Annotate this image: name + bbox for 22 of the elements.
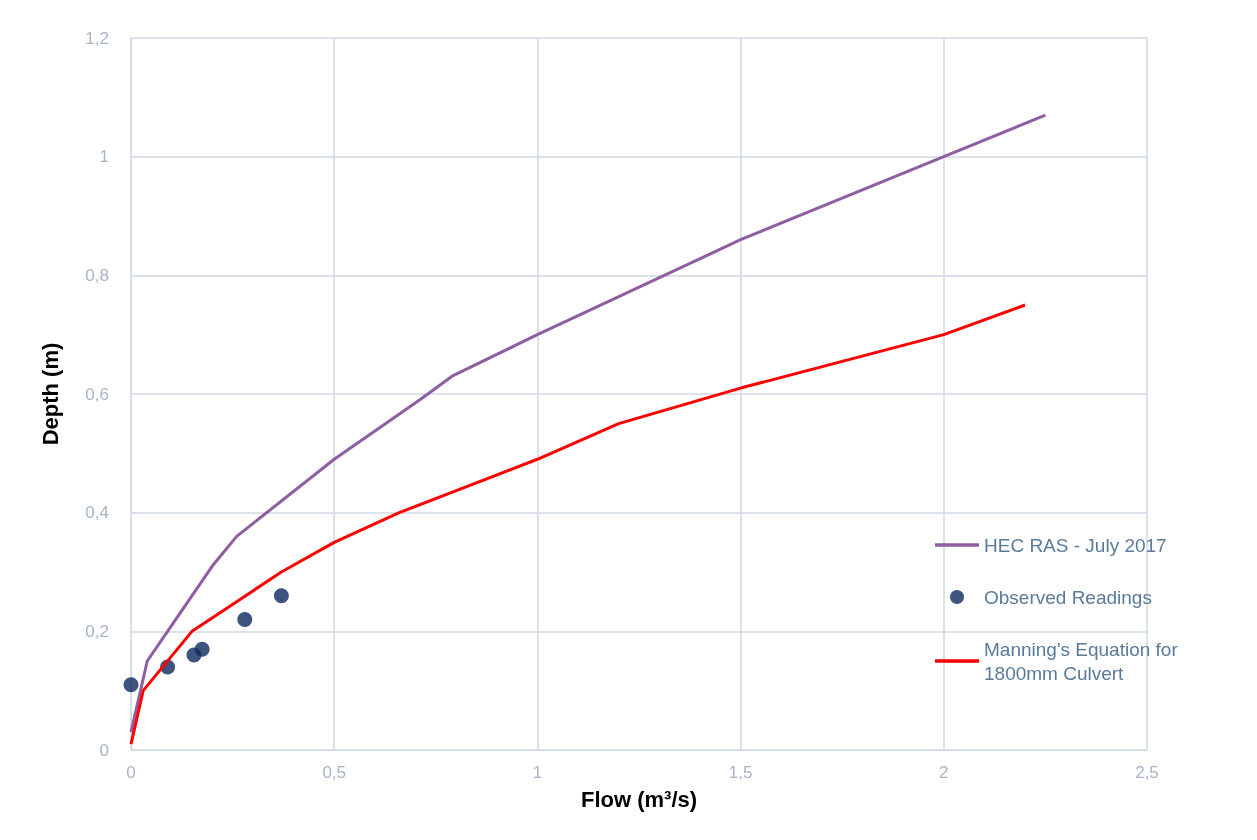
y-axis-title: Depth (m) [37,342,63,446]
y-tick-label: 0,8 [85,265,109,285]
y-tick-label: 0,4 [85,503,109,523]
legend-label: Observed Readings [984,586,1152,608]
x-tick-label: 1,5 [728,763,753,782]
y-tick-label: 1,2 [85,28,109,48]
point [123,677,139,693]
y-tick-label: 0 [99,740,109,760]
x-tick-label: 2,5 [1135,763,1159,782]
x-tick-label: 1 [532,763,543,782]
x-tick-label: 0 [126,763,136,782]
x-tick-label: 2 [939,763,949,782]
point [194,641,210,657]
y-tick-label: 0,6 [85,384,109,404]
y-tick-label: 1 [99,147,109,167]
point [273,588,289,604]
x-tick-label: 0,5 [322,763,347,782]
x-axis-title: Flow (m³/s) [580,786,698,812]
legend-label: HEC RAS - July 2017 [984,534,1167,556]
legend-label: Manning's Equation for 1800mm Culvert [984,638,1184,684]
y-tick-label: 0,2 [85,621,109,641]
point [237,611,253,627]
